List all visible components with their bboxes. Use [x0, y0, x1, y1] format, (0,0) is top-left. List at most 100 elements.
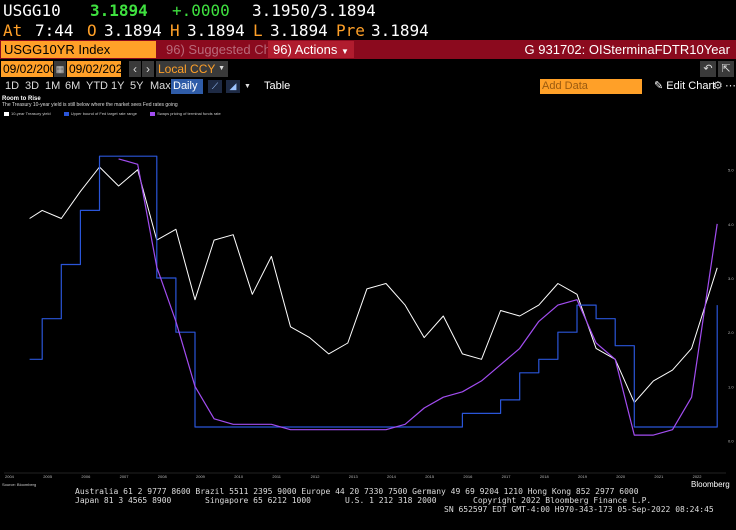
- chart-plot: 5.0 4.0 3.0 2.0 1.0 0.0 2004 2005 2006 2007 2008 20…: [4, 155, 734, 479]
- y-tick-label: 0.0: [728, 439, 734, 444]
- y-tick-label: 1.0: [728, 384, 734, 389]
- legend-swatch: [150, 111, 156, 116]
- quote-separator: /: [310, 1, 320, 20]
- footer-phone-japan: Japan 81 3 4565 8900: [75, 496, 172, 505]
- security-bar: USGG10YR Index 96) Suggested Charts 96) …: [0, 40, 736, 59]
- legend-label: Swaps pricing of terminal funds rate: [157, 111, 221, 116]
- x-tick-label: 2011: [272, 474, 281, 479]
- suggested-charts-button[interactable]: 96) Suggested Charts: [166, 40, 293, 59]
- x-tick-label: 2015: [425, 474, 435, 479]
- chart-source: Source: Bloomberg: [2, 482, 37, 487]
- prev-arrow-icon[interactable]: ‹: [129, 61, 141, 77]
- period-1d[interactable]: 1D: [5, 80, 20, 92]
- bloomberg-logo: Bloomberg: [691, 480, 730, 489]
- suggested-charts-label: Suggested Charts: [188, 42, 293, 57]
- x-tick-label: 2004: [5, 474, 15, 479]
- chart-type-dropdown-icon[interactable]: ▼: [244, 83, 251, 90]
- x-tick-label: 2019: [578, 474, 588, 479]
- x-tick-label: 2014: [387, 474, 397, 479]
- date-range-row: 09/02/2004 ▦ 09/02/2022 ‹ › Local CCY ▼ …: [0, 60, 736, 78]
- period-5y[interactable]: 5Y: [130, 80, 144, 92]
- x-tick-label: 2007: [120, 474, 130, 479]
- area-chart-icon[interactable]: ◢: [226, 80, 240, 93]
- pre-label: Pre: [336, 21, 365, 40]
- period-toolbar: 1D 3D 1M 6M YTD 1Y 5Y Max Daily ▼ ⟋ ◢ ▼ …: [0, 79, 736, 106]
- x-tick-label: 2005: [43, 474, 53, 479]
- series-yield-line: [29, 166, 718, 404]
- legend-swatch: [63, 111, 69, 116]
- start-date-input[interactable]: 09/02/2004: [1, 61, 64, 77]
- low-label: L: [253, 21, 263, 40]
- undo-icon[interactable]: ↶: [700, 61, 716, 77]
- legend-swatch: [4, 111, 9, 116]
- x-tick-label: 2020: [616, 474, 626, 479]
- open-label: O: [87, 21, 97, 40]
- quote-change: +.0000: [172, 1, 230, 20]
- edit-chart-label: Edit Chart: [666, 80, 716, 92]
- low-value: 3.1894: [270, 21, 328, 40]
- footer: Australia 61 2 9777 8600 Brazil 5511 239…: [0, 487, 736, 530]
- quote-bid: 3.1950: [252, 1, 310, 20]
- frequency-label: Daily: [173, 80, 198, 92]
- y-tick-label: 5.0: [728, 168, 734, 173]
- calendar-icon[interactable]: ▦: [54, 61, 66, 77]
- quote-line: USGG10 3.1894 +.0000 3.1950 / 3.1894: [0, 0, 736, 22]
- security-identifier: G 931702: OISterminaFDTR10Year: [524, 42, 730, 57]
- period-max[interactable]: Max: [150, 80, 171, 92]
- security-ticker-field[interactable]: USGG10YR Index: [1, 41, 156, 58]
- legend-item: 10-year Treasury yield: [4, 111, 51, 116]
- frequency-select[interactable]: Daily ▼: [171, 79, 203, 106]
- open-value: 3.1894: [104, 21, 162, 40]
- period-1m[interactable]: 1M: [45, 80, 61, 92]
- legend-label: Upper bound of Fed target rate range: [70, 111, 137, 116]
- footer-session-info: SN 652597 EDT GMT-4:00 H970-343-173 05-S…: [444, 505, 714, 514]
- next-arrow-icon[interactable]: ›: [142, 61, 154, 77]
- period-3d[interactable]: 3D: [25, 80, 40, 92]
- pre-value: 3.1894: [371, 21, 429, 40]
- footer-phone-us: U.S. 1 212 318 2000: [345, 496, 437, 505]
- chart-legend: 10-year Treasury yield Upper bound of Fe…: [4, 111, 233, 116]
- series-fed-step-line: [29, 155, 718, 428]
- x-tick-label: 2012: [311, 474, 321, 479]
- chart-subtitle: The Treasury 10-year yield is still belo…: [2, 102, 178, 108]
- period-ytd[interactable]: YTD: [86, 80, 108, 92]
- x-tick-label: 2021: [654, 474, 664, 479]
- high-value: 3.1894: [187, 21, 245, 40]
- export-icon[interactable]: ⇱: [718, 61, 734, 77]
- end-date-input[interactable]: 09/02/2022: [67, 61, 130, 77]
- suggested-charts-number: 96): [166, 42, 185, 57]
- period-1y[interactable]: 1Y: [111, 80, 125, 92]
- x-tick-label: 2010: [234, 474, 244, 479]
- footer-phone-singapore: Singapore 65 6212 1000: [205, 496, 311, 505]
- chart-area: 5.0 4.0 3.0 2.0 1.0 0.0 2004 2005 2006 2007 2008 20…: [0, 95, 736, 489]
- x-tick-label: 2009: [196, 474, 206, 479]
- edit-pencil-icon: ✎: [654, 80, 664, 92]
- at-label: At: [3, 21, 23, 40]
- edit-chart-button[interactable]: ✎ Edit Chart: [654, 79, 715, 94]
- period-6m[interactable]: 6M: [65, 80, 81, 92]
- add-data-input[interactable]: Add Data: [540, 79, 642, 94]
- legend-item: Upper bound of Fed target rate range: [63, 111, 137, 116]
- quote-last-price: 3.1894: [90, 1, 148, 20]
- more-options-icon[interactable]: ⋯: [725, 80, 736, 92]
- currency-select[interactable]: Local CCY ▼: [156, 61, 228, 77]
- line-chart-icon[interactable]: ⟋: [208, 80, 222, 93]
- caret-down-icon: ▼: [218, 65, 225, 72]
- caret-down-icon: ▼: [340, 47, 349, 56]
- x-tick-label: 2013: [349, 474, 359, 479]
- x-tick-label: 2016: [463, 474, 473, 479]
- y-tick-label: 2.0: [728, 330, 734, 335]
- actions-menu-button[interactable]: 96) Actions ▼: [268, 41, 354, 58]
- x-tick-label: 2006: [81, 474, 91, 479]
- actions-number: 96): [273, 42, 292, 57]
- settings-gear-icon[interactable]: ⚙: [713, 80, 723, 92]
- chart-title: Room to Rise: [2, 96, 41, 102]
- x-tick-label: 2018: [540, 474, 550, 479]
- table-button[interactable]: Table: [264, 80, 291, 92]
- quote-detail-line: At 7:44 O 3.1894 H 3.1894 L 3.1894 Pre 3…: [0, 22, 736, 40]
- x-tick-label: 2008: [158, 474, 168, 479]
- y-tick-label: 4.0: [728, 222, 734, 227]
- footer-copyright: Copyright 2022 Bloomberg Finance L.P.: [473, 496, 652, 505]
- legend-label: 10-year Treasury yield: [11, 111, 51, 116]
- currency-label: Local CCY: [158, 62, 216, 76]
